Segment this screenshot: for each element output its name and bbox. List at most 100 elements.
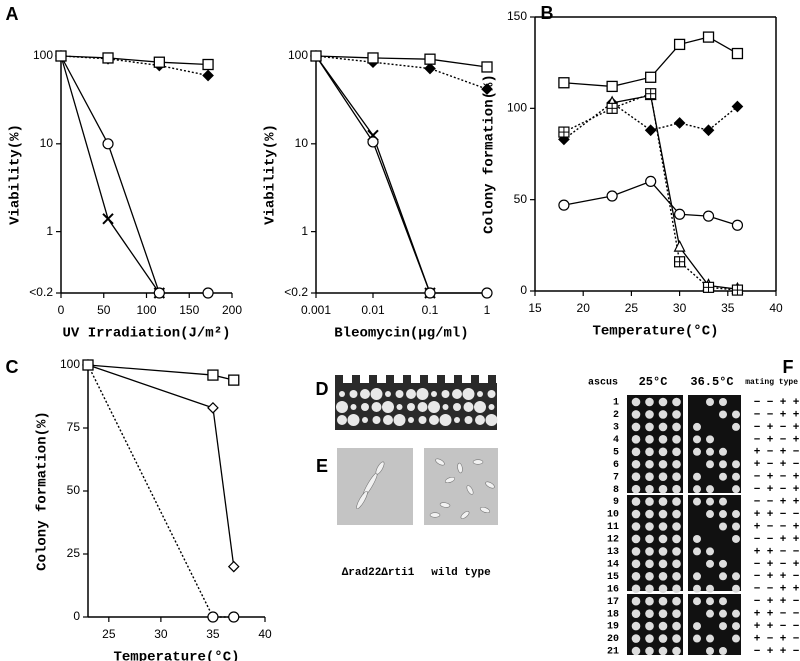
mating-sign: − [754,559,761,571]
mating-sign: − [780,621,787,633]
ascus-number: 20 [607,634,619,645]
spore-colony-36 [732,609,740,618]
spore-colony-25 [672,497,681,506]
mating-sign: − [754,584,761,596]
spore-colony-36 [706,485,714,494]
spore-colony-36 [706,647,714,655]
mating-sign: − [780,484,787,496]
spore-colony-25 [631,435,641,444]
marker-circle [731,219,744,231]
marker-square [207,369,219,381]
y-tick-label: 100 [60,357,80,371]
x-tick-label: 100 [136,303,156,317]
mating-sign: − [780,609,787,621]
spore-colony-25 [672,634,681,643]
marker-diamond [673,117,686,129]
marker-x-stroke [102,213,114,225]
y-tick-label: <0.2 [29,285,53,299]
spore-colony-25 [645,621,654,631]
mating-sign: + [793,397,800,409]
spore-colony-36 [693,534,701,543]
x-tick-label: 35 [721,301,735,315]
mating-sign: + [793,521,800,533]
mating-sign: + [780,646,787,658]
spore-colony-36 [693,547,701,556]
mating-sign: − [754,472,761,484]
plate-edge [335,375,343,385]
cell [444,476,456,484]
x-axis-label: UV Irradiation(J/m²) [62,326,230,342]
mating-sign: + [793,497,800,509]
marker-boxplus [645,88,657,100]
x-tick-label: 150 [179,303,199,317]
colony [462,388,475,400]
spore-colony-25 [631,547,641,556]
mating-sign: − [780,509,787,521]
mating-sign: + [767,559,774,571]
spore-colony-25 [672,559,681,569]
colony [487,390,496,398]
mating-sign: + [767,509,774,521]
series-line [315,55,488,90]
panel-label: C [6,357,19,377]
cell [485,481,495,489]
mating-sign: − [767,534,774,546]
colony [439,414,452,426]
mating-sign: − [754,571,761,583]
spore-colony-36 [719,398,727,406]
panel-label: B [541,3,554,23]
marker-diamond [424,62,436,75]
mating-sign: + [780,534,787,546]
mating-sign: − [754,596,761,608]
spore-colony-25 [645,534,654,544]
spore-colony-36 [719,472,727,481]
column-header: mating type [745,378,798,387]
mating-sign: + [767,422,774,434]
spore-colony-25 [631,459,641,469]
marker-circle [202,287,214,299]
column-header: 25°C [639,375,668,389]
cell [466,485,474,495]
mating-sign: + [780,497,787,509]
x-tick-label: 35 [206,627,220,641]
mating-sign: − [754,397,761,409]
colony [382,401,394,413]
spore-colony-25 [658,621,668,631]
colony [406,389,416,399]
marker-boxplus [606,102,618,114]
colony [418,416,427,424]
spore-colony-36 [693,634,701,643]
marker-diamond [644,124,657,137]
marker-circle [102,138,114,150]
mating-sign: − [767,409,774,421]
spore-colony-36 [706,510,714,519]
spore-colony-36 [732,472,740,481]
spore-colony-36 [706,559,714,568]
colony [477,391,483,397]
panel-label: F [783,357,794,377]
mating-sign: + [780,584,787,596]
x-axis-label: Bleomycin(μg/ml) [334,326,468,342]
spore-colony-25 [658,584,668,594]
series-line [315,55,488,68]
x-tick-label: 50 [97,303,111,317]
x-tick-label: 40 [769,301,783,315]
spore-colony-25 [631,634,641,643]
spore-colony-36 [693,485,701,494]
spore-colony-36 [732,485,740,494]
spore-colony-25 [658,422,668,432]
colony [361,403,369,411]
spore-colony-25 [645,459,654,469]
spore-colony-36 [732,584,740,593]
y-axis-label: Viability(%) [8,124,24,225]
mating-sign: + [793,584,800,596]
spore-colony-25 [631,522,641,531]
colony [417,402,428,412]
spore-colony-36 [693,435,701,444]
micrograph-mutant [337,448,413,525]
cell [457,462,463,474]
marker-boxplus [558,126,570,138]
mating-sign: + [780,459,787,471]
panel-label: D [316,379,329,399]
y-tick-label: 0 [520,283,527,297]
